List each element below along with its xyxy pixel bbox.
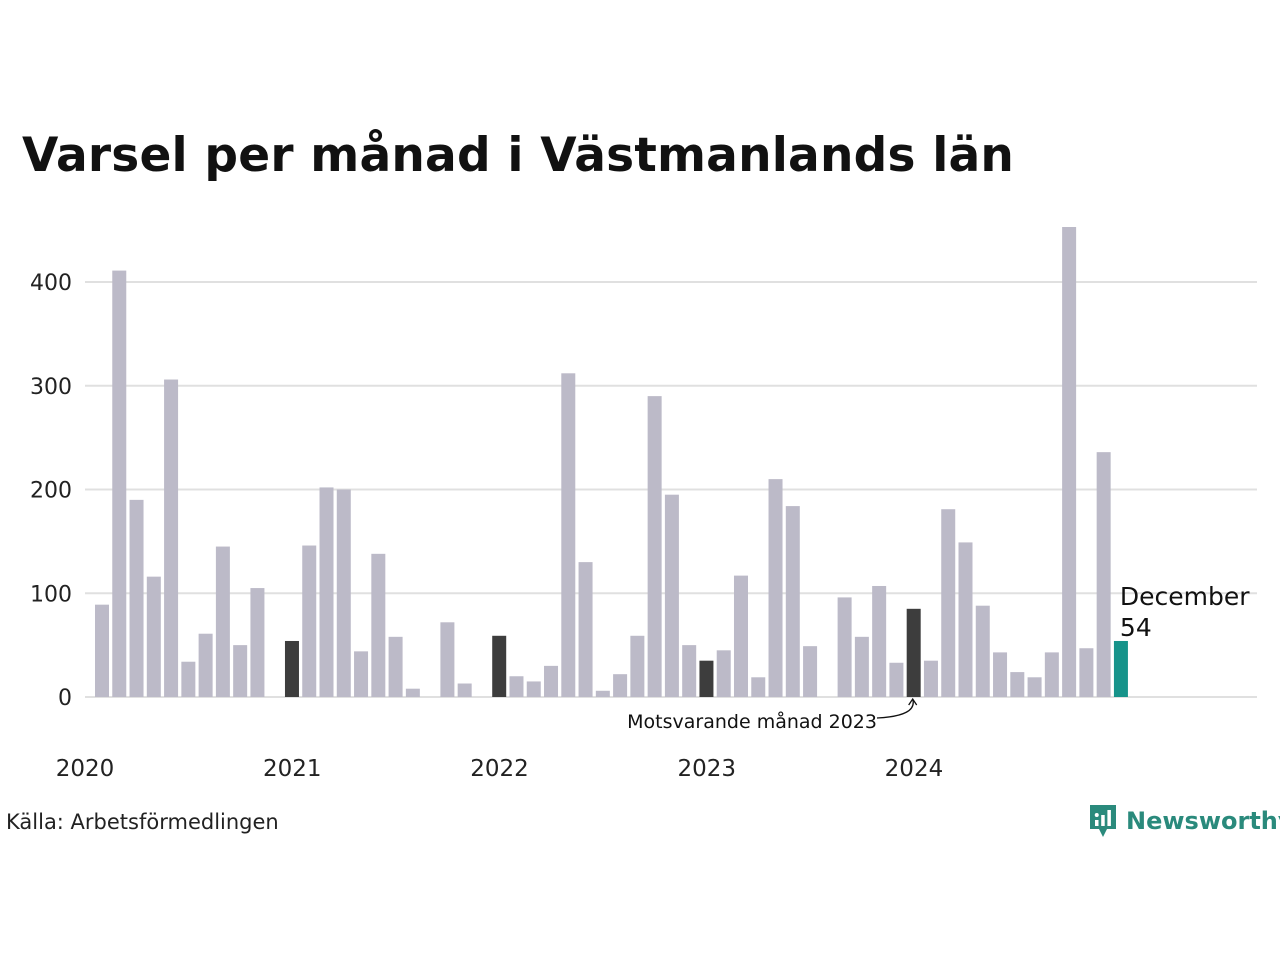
- bar: [250, 588, 265, 697]
- bar: [595, 690, 610, 697]
- bar: [319, 487, 334, 697]
- bar: [941, 509, 956, 697]
- bar: [526, 681, 541, 697]
- bar: [1010, 672, 1025, 697]
- annotation-arrow: [876, 698, 914, 719]
- x-year-label: 2023: [677, 756, 736, 782]
- bar: [733, 575, 748, 697]
- bar: [509, 676, 524, 697]
- bar: [146, 576, 161, 697]
- bar: [215, 546, 230, 697]
- bar: [440, 622, 455, 697]
- y-tick-label: 400: [30, 271, 72, 296]
- bar: [129, 499, 144, 697]
- bar: [923, 660, 938, 697]
- bar: [993, 652, 1008, 697]
- x-year-label: 2020: [56, 756, 115, 782]
- x-year-label: 2022: [470, 756, 529, 782]
- bar: [371, 553, 386, 697]
- bar: [613, 674, 628, 697]
- current-value-label: 54: [1120, 613, 1152, 642]
- bar: [682, 645, 697, 697]
- bar: [854, 636, 869, 697]
- y-tick-label: 0: [58, 686, 72, 711]
- bar: [95, 604, 109, 697]
- previous-year-annotation: Motsvarande månad 2023: [627, 710, 877, 733]
- source-note: Källa: Arbetsförmedlingen: [6, 810, 279, 834]
- bar: [198, 633, 213, 697]
- bar: [388, 636, 403, 697]
- bar: [181, 661, 196, 697]
- bar: [354, 651, 369, 697]
- current-month-label: December: [1120, 582, 1250, 611]
- bar: [492, 635, 507, 697]
- bar: [302, 545, 317, 697]
- bar: [1027, 677, 1042, 697]
- bar: [975, 605, 990, 697]
- bar: [1079, 648, 1094, 697]
- bar: [233, 645, 248, 697]
- bar: [889, 662, 904, 697]
- bar: [544, 665, 559, 697]
- x-year-label: 2021: [263, 756, 322, 782]
- bar: [803, 646, 818, 697]
- bar: [284, 640, 299, 697]
- y-tick-label: 100: [30, 582, 72, 607]
- bar: [837, 597, 852, 697]
- bar: [716, 650, 731, 697]
- bar: [785, 506, 800, 697]
- newsworthy-logo-icon: [1090, 805, 1116, 837]
- bar: [578, 562, 593, 697]
- bar: [457, 683, 472, 697]
- bar: [768, 479, 783, 697]
- y-tick-label: 200: [30, 479, 72, 504]
- bar: [1096, 452, 1111, 697]
- bar: [1062, 227, 1077, 697]
- bar: [336, 489, 351, 697]
- bar: [958, 542, 973, 697]
- chart-title: Varsel per månad i Västmanlands län: [22, 128, 1015, 183]
- bar: [647, 396, 662, 697]
- bar: [405, 688, 420, 697]
- annotation-arrowhead: [908, 697, 918, 706]
- y-axis-ticks: 0 100 200 300 400: [30, 271, 72, 711]
- bar: [906, 608, 921, 697]
- y-tick-label: 300: [30, 375, 72, 400]
- x-year-label: 2024: [885, 756, 944, 782]
- bar: [699, 660, 714, 697]
- bar: [164, 379, 179, 697]
- bar-chart: 0 100 200 300 400 2020 2021 2022 2023 2024 Decem…: [30, 227, 1257, 782]
- bar: [630, 635, 645, 697]
- bar: [112, 270, 127, 697]
- brand-name: Newsworthy: [1126, 807, 1280, 835]
- bar: [664, 494, 679, 697]
- bar: [872, 585, 887, 697]
- bars: [95, 227, 1128, 697]
- bar: [751, 677, 766, 697]
- bar: [1044, 652, 1059, 697]
- bar: [561, 373, 576, 697]
- brand-logo[interactable]: Newsworthy: [1088, 803, 1280, 839]
- bar: [1113, 640, 1128, 697]
- x-axis-year-labels: 2020 2021 2022 2023 2024: [56, 756, 944, 782]
